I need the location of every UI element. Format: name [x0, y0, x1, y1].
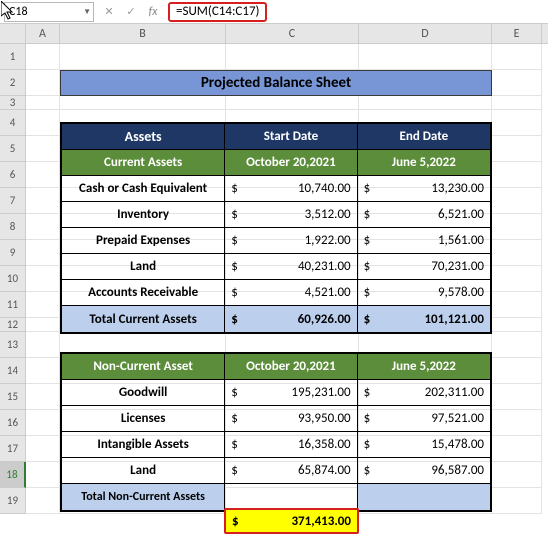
name-box[interactable]: C18 ▼ [4, 2, 94, 22]
row-label[interactable]: Land [62, 458, 225, 484]
total-value[interactable]: $101,121.00 [358, 306, 490, 332]
noncurrent-assets-table: Non-Current Asset October 20,2021 June 5… [60, 352, 492, 512]
subheader-current: Current Assets [62, 150, 225, 176]
cell-value[interactable]: $97,521.00 [358, 406, 490, 432]
row-header[interactable]: 16 [0, 410, 26, 436]
row-header[interactable]: 15 [0, 384, 26, 410]
row-header[interactable]: 8 [0, 214, 26, 240]
cell-value[interactable]: $4,521.00 [225, 280, 357, 306]
col-header-c[interactable]: C [226, 24, 359, 43]
check-icon[interactable]: ✓ [120, 2, 142, 22]
cell-value[interactable]: $1,561.00 [358, 228, 490, 254]
header-date1: October 20,2021 [225, 354, 357, 380]
row-headers: 1 2 3 4 5 6 7 8 9 10 11 12 13 14 15 16 1… [0, 44, 26, 514]
cell-value[interactable]: $202,311.00 [358, 380, 490, 406]
row-label[interactable]: Goodwill [62, 380, 225, 406]
formula-text: =SUM(C14:C17) [168, 2, 267, 22]
row-header[interactable]: 9 [0, 240, 26, 266]
cell-reference: C18 [9, 5, 28, 19]
row-header[interactable]: 18 [0, 462, 26, 488]
selected-cell-c18[interactable]: $ 371,413.00 [224, 508, 359, 534]
cell-value[interactable]: $13,230.00 [358, 176, 490, 202]
cell-value[interactable]: $6,521.00 [358, 202, 490, 228]
row-header[interactable]: 17 [0, 436, 26, 462]
currency-symbol: $ [232, 514, 244, 529]
header-assets: Assets [62, 124, 225, 150]
row-header[interactable]: 1 [0, 44, 26, 70]
cell-value[interactable]: $40,231.00 [225, 254, 357, 280]
header-start: Start Date [225, 124, 357, 150]
cell-value[interactable]: $93,950.00 [225, 406, 357, 432]
row-header[interactable]: 11 [0, 292, 26, 318]
row-header[interactable]: 3 [0, 96, 26, 110]
row-header[interactable]: 13 [0, 332, 26, 358]
total-label[interactable]: Total Non-Current Assets [62, 484, 225, 510]
row-label[interactable]: Accounts Receivable [62, 280, 225, 306]
chevron-down-icon[interactable]: ▼ [83, 7, 91, 17]
row-label[interactable]: Land [62, 254, 225, 280]
row-header[interactable]: 7 [0, 188, 26, 214]
total-label[interactable]: Total Current Assets [62, 306, 225, 332]
cell-value[interactable]: $9,578.00 [358, 280, 490, 306]
cell-value[interactable]: $3,512.00 [225, 202, 357, 228]
selected-value: 371,413.00 [244, 514, 351, 529]
cell-value[interactable]: $65,874.00 [225, 458, 357, 484]
header-end: End Date [358, 124, 490, 150]
total-value[interactable]: $60,926.00 [225, 306, 357, 332]
spreadsheet-grid: A B C D E 1 2 3 4 5 6 7 8 9 10 11 12 13 … [0, 24, 548, 514]
row-header[interactable]: 19 [0, 488, 26, 514]
sheet-title: Projected Balance Sheet [60, 70, 492, 96]
column-headers: A B C D E [0, 24, 548, 44]
row-header[interactable]: 2 [0, 70, 26, 96]
row-label[interactable]: Intangible Assets [62, 432, 225, 458]
row-header[interactable]: 14 [0, 358, 26, 384]
cell-value[interactable]: $1,922.00 [225, 228, 357, 254]
col-header-a[interactable]: A [26, 24, 60, 43]
cell-value[interactable]: $96,587.00 [358, 458, 490, 484]
cell-value[interactable]: $70,231.00 [358, 254, 490, 280]
cancel-icon[interactable]: ✕ [98, 2, 120, 22]
cell-value[interactable]: $16,358.00 [225, 432, 357, 458]
header-noncurrent: Non-Current Asset [62, 354, 225, 380]
row-label[interactable]: Cash or Cash Equivalent [62, 176, 225, 202]
fx-icon[interactable]: fx [142, 2, 164, 22]
cell-value[interactable]: $10,740.00 [225, 176, 357, 202]
total-value[interactable] [358, 484, 490, 510]
row-header[interactable]: 5 [0, 136, 26, 162]
row-label[interactable]: Inventory [62, 202, 225, 228]
row-label[interactable]: Prepaid Expenses [62, 228, 225, 254]
cell-value[interactable]: $195,231.00 [225, 380, 357, 406]
current-assets-table: Assets Start Date End Date Current Asset… [60, 122, 492, 334]
select-all-corner[interactable] [0, 24, 26, 43]
cell-area[interactable]: Projected Balance Sheet Assets Start Dat… [26, 44, 548, 514]
col-header-d[interactable]: D [359, 24, 492, 43]
col-header-e[interactable]: E [492, 24, 542, 43]
formula-input[interactable]: =SUM(C14:C17) [164, 2, 548, 22]
subheader-date1: October 20,2021 [225, 150, 357, 176]
row-header[interactable]: 4 [0, 110, 26, 136]
subheader-date2: June 5,2022 [358, 150, 490, 176]
row-label[interactable]: Licenses [62, 406, 225, 432]
row-header[interactable]: 6 [0, 162, 26, 188]
col-header-b[interactable]: B [60, 24, 226, 43]
row-header[interactable]: 12 [0, 318, 26, 332]
row-header[interactable]: 10 [0, 266, 26, 292]
cell-value[interactable]: $15,478.00 [358, 432, 490, 458]
formula-bar: C18 ▼ ✕ ✓ fx =SUM(C14:C17) [0, 0, 548, 24]
total-value[interactable] [225, 484, 357, 510]
header-date2: June 5,2022 [358, 354, 490, 380]
